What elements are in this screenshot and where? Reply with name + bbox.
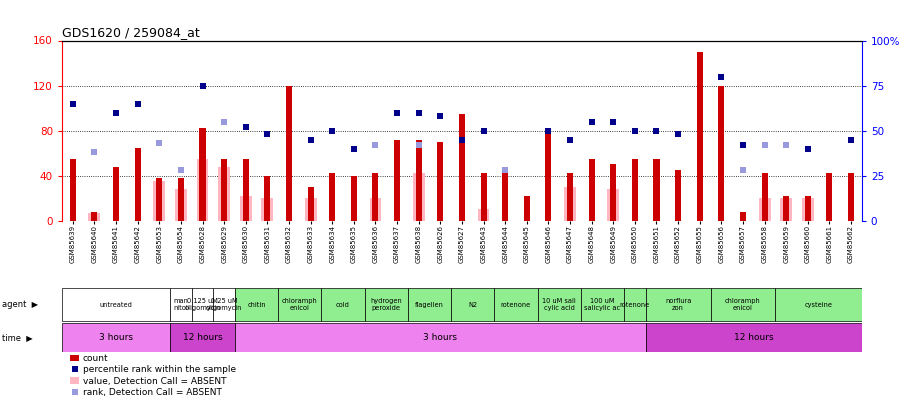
Bar	[413, 173, 425, 221]
Bar	[218, 167, 230, 221]
Bar	[178, 178, 184, 221]
Bar	[70, 159, 76, 221]
Bar	[364, 288, 407, 321]
Bar	[436, 142, 443, 221]
Bar	[242, 159, 249, 221]
Bar	[369, 198, 381, 221]
Bar	[88, 213, 100, 221]
Bar	[113, 167, 119, 221]
Text: GDS1620 / 259084_at: GDS1620 / 259084_at	[62, 26, 200, 39]
Bar	[718, 85, 723, 221]
Bar	[235, 322, 645, 352]
Text: untreated: untreated	[99, 302, 132, 308]
Bar	[240, 196, 251, 221]
Bar	[825, 173, 832, 221]
Bar	[607, 189, 619, 221]
Bar	[783, 196, 788, 221]
Bar	[502, 173, 507, 221]
Bar	[286, 85, 292, 221]
Bar	[545, 130, 551, 221]
Text: chloramph
enicol: chloramph enicol	[724, 298, 760, 311]
Bar	[623, 288, 645, 321]
Bar	[264, 176, 270, 221]
Bar	[261, 198, 273, 221]
Bar	[480, 173, 486, 221]
Bar	[631, 159, 637, 221]
Bar	[847, 173, 853, 221]
Bar	[197, 159, 209, 221]
Text: N2: N2	[467, 302, 476, 308]
Bar	[304, 198, 316, 221]
Bar	[609, 164, 616, 221]
Bar	[477, 209, 489, 221]
Bar	[175, 189, 187, 221]
Bar	[458, 114, 465, 221]
Bar	[220, 159, 227, 221]
Bar	[170, 322, 235, 352]
Bar	[645, 322, 861, 352]
Bar	[156, 178, 162, 221]
Text: 3 hours: 3 hours	[99, 333, 133, 342]
Bar	[710, 288, 774, 321]
Bar	[62, 288, 170, 321]
Bar	[170, 288, 191, 321]
Text: hydrogen
peroxide: hydrogen peroxide	[370, 298, 402, 311]
Text: 3 hours: 3 hours	[423, 333, 456, 342]
Bar	[537, 288, 580, 321]
Text: 0.125 uM
oligomycin: 0.125 uM oligomycin	[184, 298, 220, 311]
Bar	[91, 212, 97, 221]
Text: rotenone: rotenone	[619, 302, 650, 308]
Bar	[407, 288, 451, 321]
Text: man
nitol: man nitol	[173, 298, 189, 311]
Text: rotenone: rotenone	[500, 302, 530, 308]
Bar	[135, 147, 140, 221]
Text: 1.25 uM
oligomycin: 1.25 uM oligomycin	[206, 298, 242, 311]
Bar	[351, 176, 356, 221]
Text: 10 uM sali
cylic acid: 10 uM sali cylic acid	[542, 298, 576, 311]
Bar	[235, 288, 278, 321]
Bar	[62, 322, 170, 352]
Bar	[674, 170, 681, 221]
Bar	[191, 288, 213, 321]
Text: cold: cold	[336, 302, 350, 308]
Bar	[645, 288, 710, 321]
Text: cysteine: cysteine	[804, 302, 832, 308]
Bar	[153, 181, 165, 221]
Bar	[278, 288, 321, 321]
Bar	[394, 140, 400, 221]
Text: chloramph
enicol: chloramph enicol	[281, 298, 317, 311]
Text: 12 hours: 12 hours	[182, 333, 222, 342]
Legend: count, percentile rank within the sample, value, Detection Call = ABSENT, rank, : count, percentile rank within the sample…	[67, 350, 240, 401]
Bar	[307, 187, 313, 221]
Text: 100 uM
salicylic ac: 100 uM salicylic ac	[584, 298, 619, 311]
Bar	[780, 198, 792, 221]
Text: norflura
zon: norflura zon	[664, 298, 691, 311]
Bar	[563, 187, 576, 221]
Text: chitin: chitin	[247, 302, 265, 308]
Bar	[758, 198, 770, 221]
Bar	[321, 288, 364, 321]
Bar	[372, 173, 378, 221]
Bar	[580, 288, 623, 321]
Bar	[213, 288, 235, 321]
Bar	[494, 288, 537, 321]
Bar	[200, 128, 205, 221]
Bar	[329, 173, 335, 221]
Bar	[761, 173, 767, 221]
Text: agent  ▶: agent ▶	[2, 300, 38, 309]
Bar	[739, 212, 745, 221]
Text: flagellen: flagellen	[415, 302, 444, 308]
Bar	[696, 52, 702, 221]
Bar	[451, 288, 494, 321]
Bar	[567, 173, 572, 221]
Bar	[415, 140, 421, 221]
Bar	[523, 196, 529, 221]
Bar	[588, 159, 594, 221]
Bar	[804, 196, 810, 221]
Bar	[774, 288, 861, 321]
Text: time  ▶: time ▶	[2, 333, 33, 342]
Bar	[653, 159, 659, 221]
Bar	[801, 198, 813, 221]
Text: 12 hours: 12 hours	[733, 333, 773, 342]
